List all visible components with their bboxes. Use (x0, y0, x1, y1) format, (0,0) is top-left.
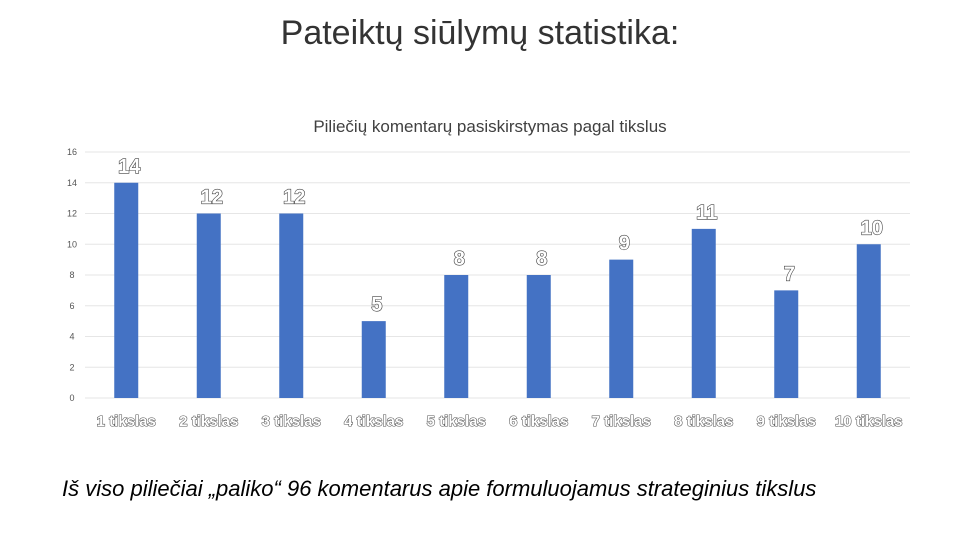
slide-title: Pateiktų siūlymų statistika: (280, 14, 680, 52)
gridlines (85, 151, 910, 399)
y-tick-label: 2 (69, 362, 74, 372)
bar-value-label: 14 (118, 156, 141, 178)
x-category-label: 7 tikslas (592, 413, 651, 430)
x-category-label: 10 tikslas (835, 413, 903, 430)
x-category-label: 4 tikslas (344, 413, 403, 430)
bar (279, 213, 304, 398)
bar (361, 321, 386, 398)
y-tick-label: 4 (69, 332, 74, 342)
x-category-label: 9 tikslas (757, 413, 816, 430)
bar (114, 182, 139, 398)
y-tick-label: 16 (67, 147, 77, 157)
x-category-label: 6 tikslas (509, 413, 568, 430)
x-category-label: 8 tikslas (674, 413, 733, 430)
bar-value-label: 10 (861, 217, 883, 239)
chart-title: Piliečių komentarų pasiskirstymas pagal … (313, 117, 667, 136)
bar-value-label: 7 (784, 263, 795, 285)
bar-value-label: 11 (696, 202, 717, 224)
y-tick-label: 6 (69, 301, 74, 311)
bar (609, 259, 634, 398)
bar-value-label: 12 (283, 187, 305, 209)
bar-value-label: 9 (619, 233, 630, 255)
bar-value-label: 8 (454, 248, 465, 270)
x-category-label: 2 tikslas (179, 413, 238, 430)
bars (114, 182, 881, 398)
bar (774, 290, 799, 398)
y-tick-label: 12 (67, 209, 77, 219)
y-tick-label: 14 (67, 178, 77, 188)
bar-value-label: 8 (536, 248, 547, 270)
x-axis-categories: 1 tikslas 2 tikslas 3 tikslas 4 tikslas 5 ti… (96, 412, 903, 430)
x-category-label: 5 tikslas (427, 413, 486, 430)
y-tick-label: 8 (69, 270, 74, 280)
bar (196, 213, 221, 398)
x-category-label: 3 tikslas (262, 413, 321, 430)
bar-value-label: 5 (371, 294, 382, 316)
bar (691, 228, 716, 398)
bar-value-label: 12 (201, 187, 223, 209)
x-category-label: 1 tikslas (97, 413, 156, 430)
footnote: Iš viso piliečiai „paliko“ 96 komentarus… (62, 476, 817, 501)
y-tick-label: 10 (67, 239, 77, 249)
y-tick-label: 0 (69, 393, 74, 403)
bar (856, 244, 881, 398)
data-labels: 14 12 12 5 8 8 9 11 7 10 (118, 155, 884, 317)
y-axis-ticks: 0 2 4 6 8 10 12 14 16 (67, 147, 77, 403)
bar (444, 275, 469, 398)
bar (526, 275, 551, 398)
